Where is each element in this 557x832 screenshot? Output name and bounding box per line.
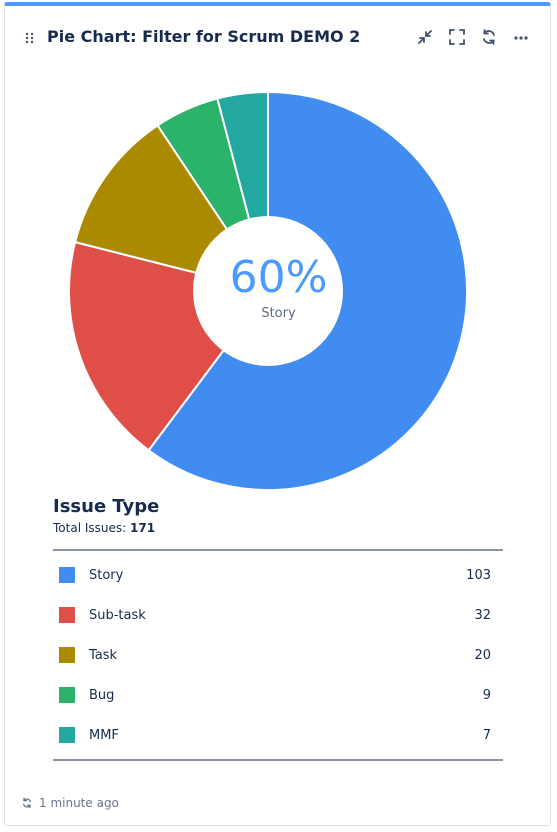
legend-count: 32 [474,607,491,623]
refresh-icon [483,29,495,45]
gadget-title: Pie Chart: Filter for Scrum DEMO 2 [47,27,361,46]
legend-row-task[interactable]: Task 20 [53,635,503,675]
more-button[interactable] [512,26,530,48]
donut-hole [193,216,343,366]
legend-count: 103 [466,567,491,583]
fullscreen-icon [449,29,465,45]
legend-title: Issue Type [53,496,160,517]
legend-count: 7 [482,727,491,743]
minimize-icon [418,30,432,44]
gadget-actions [416,26,530,48]
total-issues: Total Issues: 171 [53,521,503,535]
footer: 1 minute ago [21,796,119,810]
legend-table: Story 103 Sub-task 32 Task 20 Bug 9 MMF 7 [53,549,503,761]
legend-count: 9 [482,687,491,703]
refresh-icon[interactable] [21,797,33,809]
legend-row-sub-task[interactable]: Sub-task 32 [53,595,503,635]
total-issues-value: 171 [130,521,156,535]
legend-label: Sub-task [89,607,146,623]
legend-swatch [59,687,75,703]
legend-swatch [59,607,75,623]
legend-label: MMF [89,727,119,743]
legend-swatch [59,647,75,663]
last-updated: 1 minute ago [39,796,119,810]
drag-handle-icon[interactable] [25,32,35,44]
more-icon [514,36,528,40]
pie-chart [68,90,468,491]
gadget-header: Pie Chart: Filter for Scrum DEMO 2 [5,6,550,72]
legend-count: 20 [474,647,491,663]
legend-label: Story [89,567,124,583]
legend-row-bug[interactable]: Bug 9 [53,675,503,715]
legend-swatch [59,727,75,743]
legend-label: Task [89,647,118,663]
pie-chart-gadget: Pie Chart: Filter for Scrum DEMO 2 [4,2,551,826]
legend-swatch [59,567,75,583]
legend-row-mmf[interactable]: MMF 7 [53,715,503,755]
legend-row-story[interactable]: Story 103 [53,555,503,595]
center-label: Story [261,306,296,321]
legend: Issue Type Total Issues: 171 Story 103 Sub… [53,496,503,761]
minimize-button[interactable] [416,26,434,48]
pie-chart-area: 60% Story [5,76,552,506]
total-issues-label: Total Issues: [53,521,127,535]
fullscreen-button[interactable] [448,26,466,48]
center-percent: 60% [229,252,328,303]
refresh-button[interactable] [480,26,498,48]
legend-label: Bug [89,687,115,703]
